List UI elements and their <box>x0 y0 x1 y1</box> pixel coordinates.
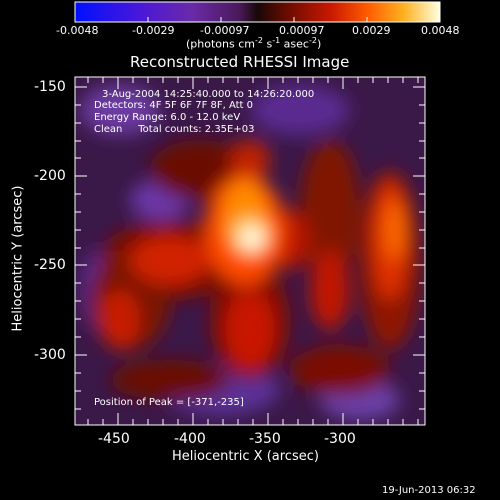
y-tick-label: -250 <box>34 257 66 273</box>
peak-position-label: Position of Peak = [-371,-235] <box>94 397 244 408</box>
rhessi-image <box>75 77 425 425</box>
colorbar-tick-label: -0.0048 <box>56 24 99 37</box>
plot-frame <box>74 76 426 426</box>
time-range-label: 3-Aug-2004 14:25:40.000 to 14:26:20.000 <box>102 89 315 100</box>
x-tick-label: -350 <box>249 431 281 447</box>
colorbar-tick-label: 0.00097 <box>279 24 325 37</box>
colorbar-tick-label: -0.00097 <box>200 24 250 37</box>
axis-ticks <box>75 77 425 425</box>
clean-counts-label: Clean Total counts: 2.35E+03 <box>94 124 255 135</box>
colorbar-tick-label: 0.0048 <box>421 24 460 37</box>
colorbar-tick-label: -0.0029 <box>132 24 175 37</box>
y-tick-label: -150 <box>34 79 66 95</box>
x-tick-label: -400 <box>174 431 206 447</box>
colorbar-tick-label: 0.0029 <box>352 24 391 37</box>
x-tick-label: -300 <box>324 431 356 447</box>
plot-title: Reconstructed RHESSI Image <box>130 53 350 71</box>
energy-range-label: Energy Range: 6.0 - 12.0 keV <box>94 112 241 123</box>
footer-date: 19-Jun-2013 06:32 <box>382 485 476 496</box>
colorbar-units: (photons cm-2 s-1 asec-2) <box>186 36 322 51</box>
colorbar-ticks <box>74 17 441 22</box>
y-tick-label: -300 <box>34 347 66 363</box>
y-axis-label: Heliocentric Y (arcsec) <box>10 185 26 332</box>
y-tick-label: -200 <box>34 168 66 184</box>
x-axis-label: Heliocentric X (arcsec) <box>172 449 319 464</box>
x-tick-label: -450 <box>98 431 130 447</box>
colorbar <box>74 1 441 23</box>
detectors-label: Detectors: 4F 5F 6F 7F 8F, Att 0 <box>94 100 254 111</box>
